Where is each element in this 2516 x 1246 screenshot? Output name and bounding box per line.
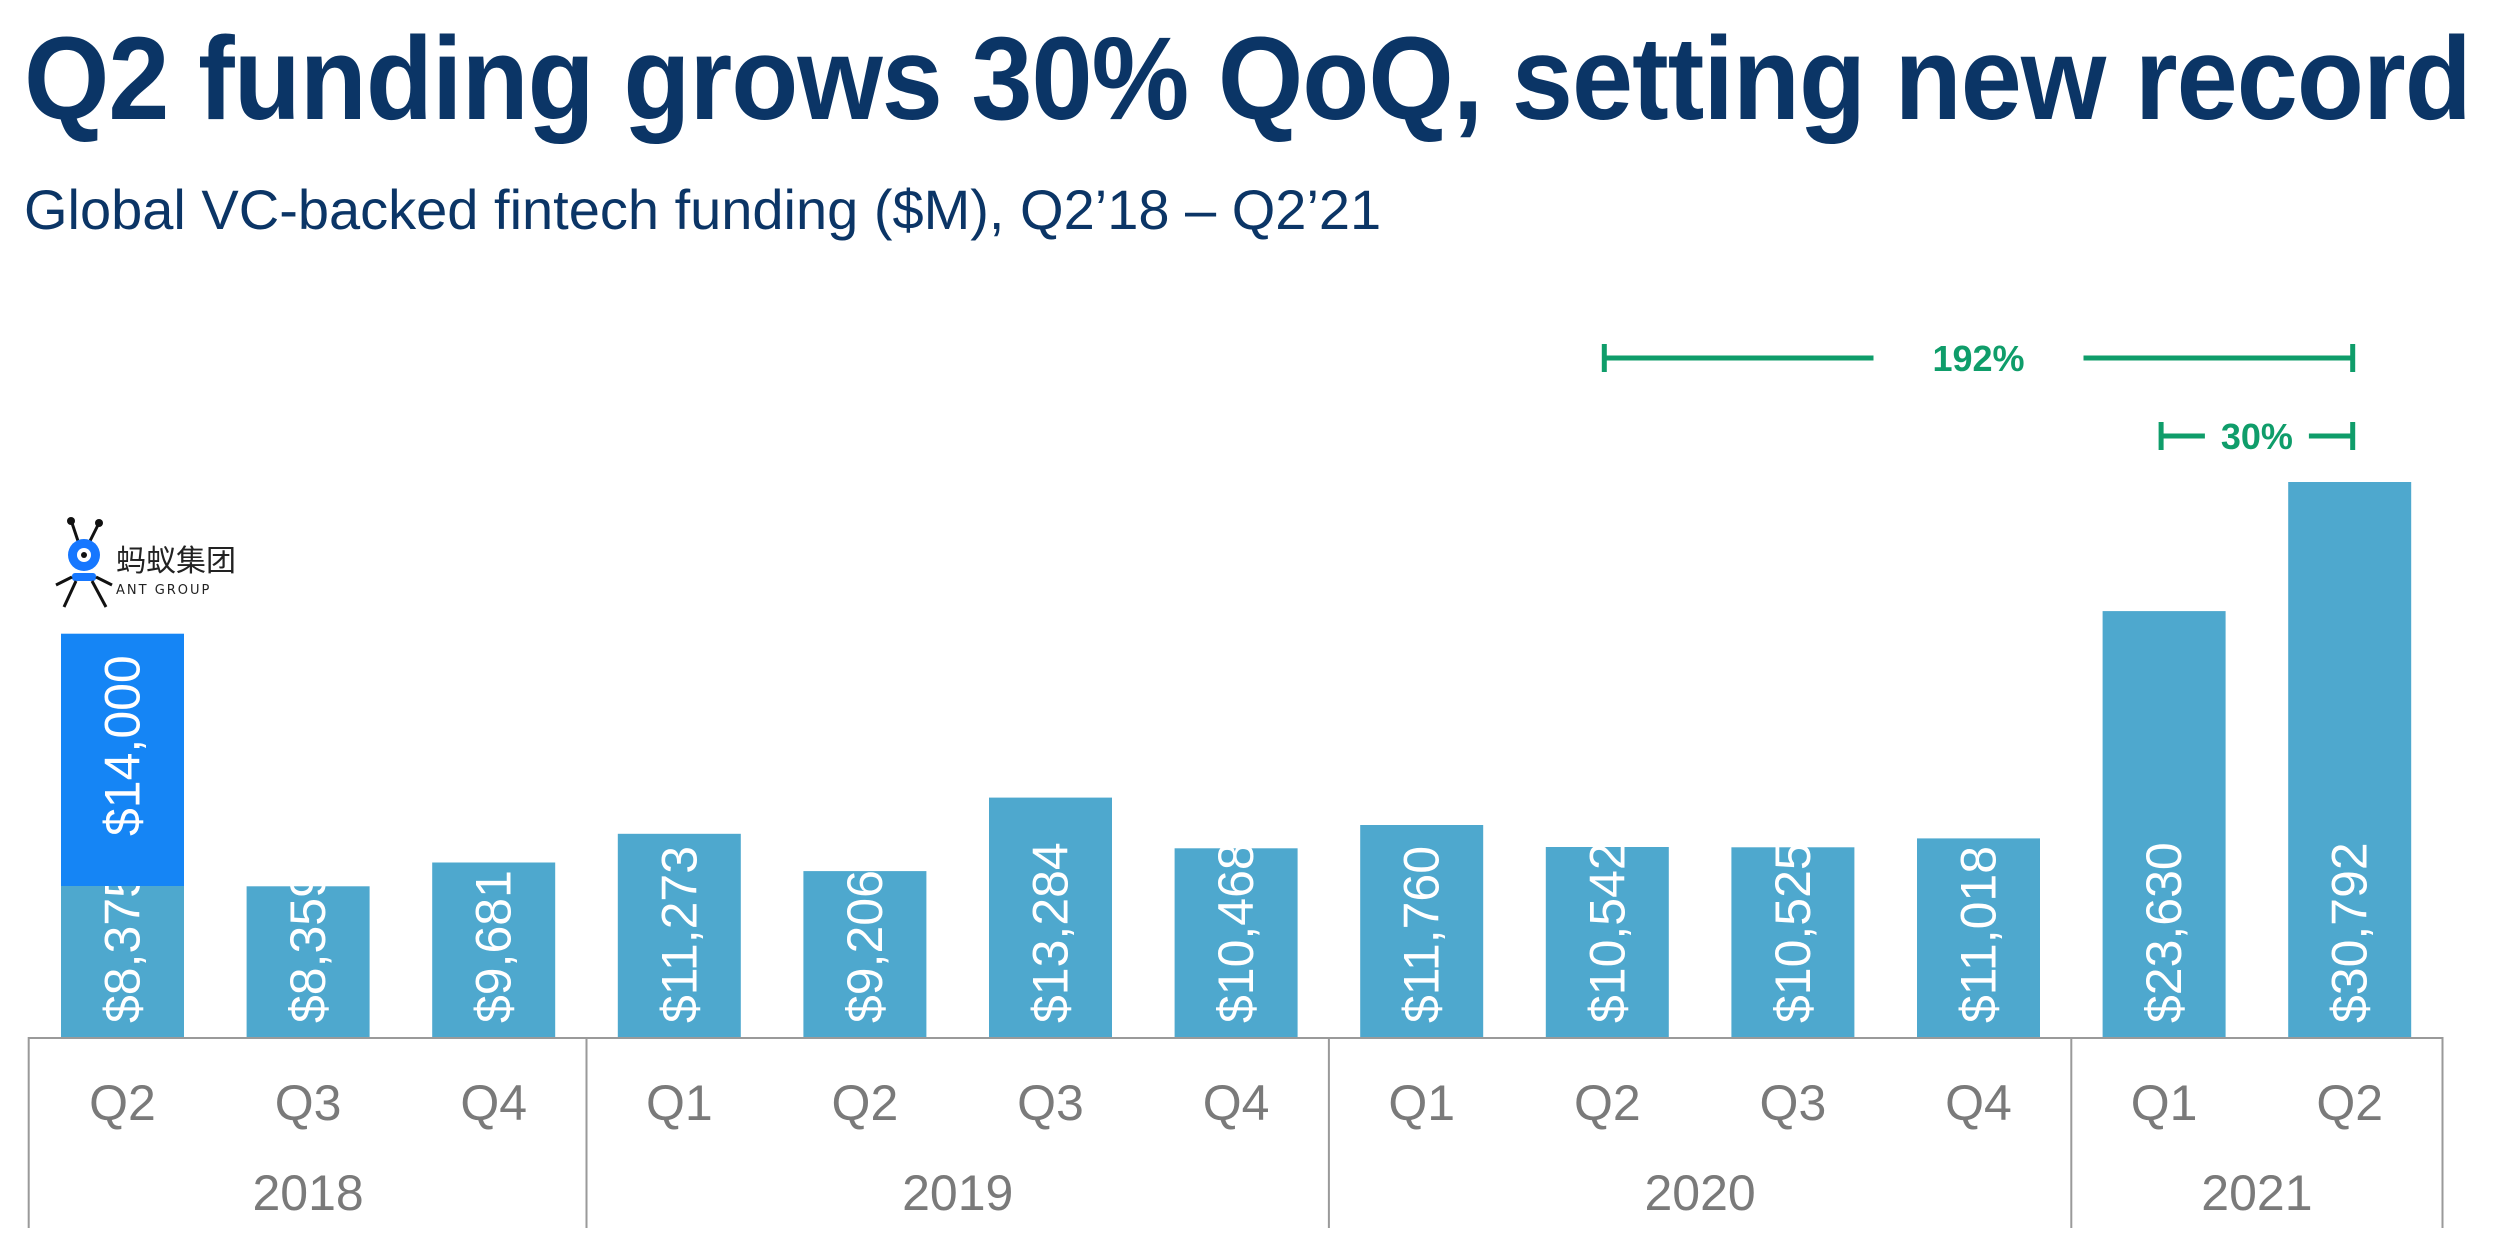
ant-mascot-icon — [55, 517, 113, 608]
chart-subtitle: Global VC-backed fintech funding ($M), Q… — [24, 178, 1382, 241]
growth-bracket: 30% — [2158, 416, 2356, 457]
growth-bracket: 192% — [1601, 338, 2356, 379]
bar-value-label: $23,630 — [2136, 842, 2192, 1023]
bar-value-label: $11,760 — [1394, 846, 1450, 1023]
quarter-tick-label: Q2 — [1574, 1075, 1641, 1131]
logo-name-en: ANT GROUP — [116, 583, 212, 598]
bar — [989, 797, 1112, 1037]
bar-value-label: $9,206 — [837, 870, 893, 1023]
bar-value-label: $14,000 — [95, 655, 151, 836]
growth-annotations: 192% 30% — [1601, 338, 2356, 457]
bar — [246, 886, 370, 1037]
quarter-tick-label: Q2 — [832, 1075, 899, 1131]
bar-value-label: $10,542 — [1579, 842, 1635, 1023]
quarter-tick-label: Q1 — [2131, 1075, 2198, 1131]
bar-value-label: $8,375 — [95, 870, 151, 1023]
chart-title: Q2 funding grows 30% QoQ, setting new re… — [24, 13, 2472, 145]
quarter-tick-label: Q2 — [2316, 1075, 2383, 1131]
quarter-tick-label: Q3 — [275, 1075, 342, 1131]
bar-value-label: $11,273 — [651, 846, 707, 1023]
bar — [617, 833, 741, 1037]
year-label: 2019 — [902, 1165, 1013, 1221]
growth-label: 192% — [1932, 338, 2024, 379]
bar-value-label: $30,792 — [2322, 842, 2378, 1023]
bar-value-label: $8,359 — [280, 870, 336, 1023]
quarter-tick-label: Q4 — [1203, 1075, 1270, 1131]
bar-ant-group — [61, 633, 184, 886]
bar — [1917, 838, 2040, 1037]
ant-group-logo: 蚂蚁集团 ANT GROUP — [50, 515, 250, 615]
bar — [1545, 847, 1669, 1037]
quarter-tick-label: Q1 — [646, 1075, 713, 1131]
year-label: 2021 — [2201, 1165, 2312, 1221]
quarter-tick-label: Q3 — [1760, 1075, 1827, 1131]
growth-label: 30% — [2221, 416, 2293, 457]
bar-value-label: $11,018 — [1951, 846, 2007, 1023]
quarter-tick-label: Q4 — [1945, 1075, 2012, 1131]
year-label: 2020 — [1644, 1165, 1755, 1221]
bar — [803, 871, 927, 1037]
quarter-tick-label: Q1 — [1388, 1075, 1455, 1131]
bar-value-label: $10,525 — [1765, 842, 1821, 1023]
bar-value-label: $9,681 — [466, 870, 522, 1023]
bar — [2102, 611, 2226, 1037]
bar-value-label: $10,468 — [1208, 842, 1264, 1023]
bar — [61, 886, 184, 1037]
bar — [1360, 825, 1484, 1037]
bar — [432, 862, 556, 1037]
bar-value-label: $13,284 — [1023, 842, 1079, 1023]
bars-layer: $8,375 $14,000 $8,359 $9,681 $11,273 $9,206 $1… — [61, 482, 2412, 1037]
bar — [2288, 482, 2412, 1037]
bar — [1174, 848, 1298, 1037]
year-label: 2018 — [252, 1165, 363, 1221]
bar — [1731, 847, 1855, 1037]
quarter-tick-label: Q2 — [89, 1075, 156, 1131]
quarter-tick-label: Q3 — [1017, 1075, 1084, 1131]
x-axis: Q2 Q3 Q4 Q1 Q2 Q3 Q4 Q1 Q2 Q3 Q4 Q1 Q2 2018 2019 2020 20… — [27, 1037, 2444, 1228]
quarter-tick-label: Q4 — [460, 1075, 527, 1131]
logo-name-cn: 蚂蚁集团 — [116, 544, 236, 579]
